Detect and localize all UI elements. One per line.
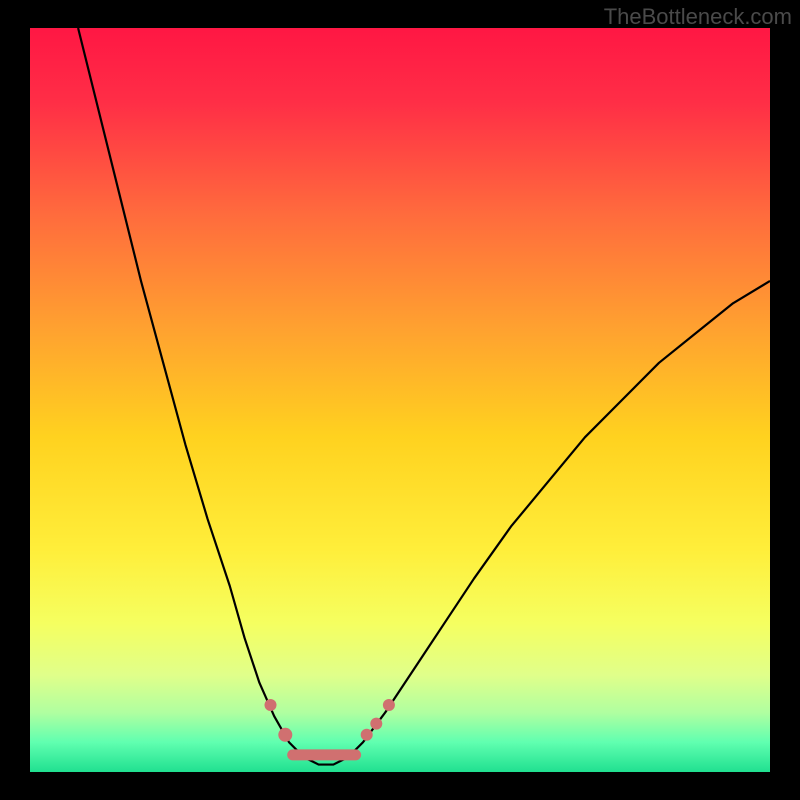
marker-dot bbox=[278, 728, 292, 742]
marker-dot bbox=[370, 718, 382, 730]
bottleneck-chart bbox=[0, 0, 800, 800]
marker-dot bbox=[383, 699, 395, 711]
marker-dot bbox=[361, 729, 373, 741]
marker-dot bbox=[265, 699, 277, 711]
plot-background bbox=[30, 28, 770, 772]
chart-container: TheBottleneck.com bbox=[0, 0, 800, 800]
watermark-text: TheBottleneck.com bbox=[604, 4, 792, 30]
